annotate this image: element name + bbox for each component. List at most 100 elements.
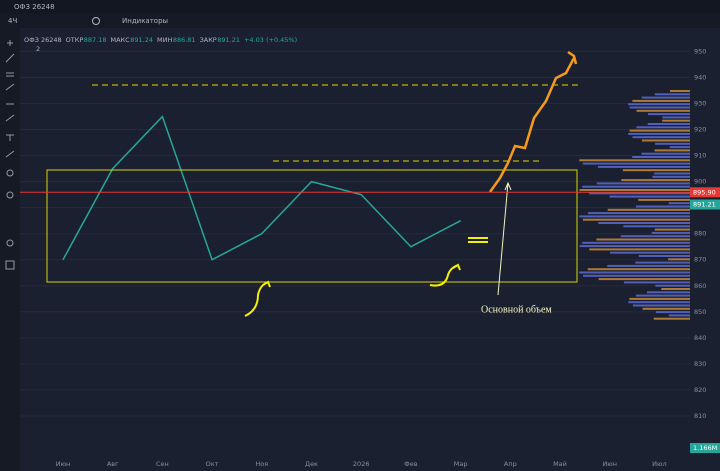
left-toolbar (0, 28, 20, 471)
legend-symbol: ОФЗ 26248 (24, 36, 62, 44)
add-icon[interactable] (92, 17, 100, 25)
y-tick-label: 900 (694, 178, 706, 186)
y-tick-label: 830 (694, 360, 706, 368)
profile-bar (654, 172, 690, 175)
profile-bar (662, 116, 690, 119)
profile-bar (654, 149, 690, 152)
x-tick-label: Май (553, 460, 567, 468)
profile-bar (647, 123, 690, 125)
symbol: ОФЗ 26248 (14, 3, 55, 11)
profile-bar (596, 182, 690, 185)
x-tick-label: Июл (652, 460, 667, 468)
profile-bar (628, 301, 690, 304)
profile-bar (669, 146, 690, 149)
y-tick-label: 920 (694, 126, 706, 134)
profile-bar (652, 175, 690, 178)
last-price-tag (690, 199, 720, 210)
x-tick-label: Июн (602, 460, 617, 468)
profile-bar (582, 241, 690, 244)
profile-bar (587, 212, 690, 215)
legend-low: 886.81 (173, 36, 196, 44)
profile-bar (622, 169, 690, 172)
profile-bar (668, 202, 690, 205)
profile-bar (582, 185, 690, 188)
profile-bar (635, 261, 690, 264)
y-tick-label: 820 (694, 386, 706, 394)
y-tick-label: 850 (694, 308, 706, 316)
volume-tag (690, 443, 720, 453)
profile-bar (579, 271, 690, 274)
x-tick-label: Дек (305, 460, 318, 468)
profile-bar (579, 245, 690, 248)
y-tick-label: 940 (694, 73, 706, 81)
profile-bar (654, 93, 690, 96)
profile-bar (621, 179, 690, 182)
title-bar (0, 0, 720, 14)
x-tick-label: Окт (206, 460, 219, 468)
profile-bar (628, 132, 690, 135)
x-tick-label: Фев (404, 460, 418, 468)
y-tick-label: 870 (694, 256, 706, 264)
indicators-button[interactable]: Индикаторы (122, 17, 168, 25)
profile-bar (632, 304, 690, 307)
y-tick-label: 910 (694, 152, 706, 160)
profile-bar (579, 159, 690, 162)
profile-bar (642, 307, 690, 310)
legend-open-label: ОТКР (66, 36, 84, 44)
profile-bar (635, 294, 690, 297)
x-tick-label: Июн (56, 460, 71, 468)
profile-bar (629, 297, 690, 300)
profile-bar (610, 251, 690, 254)
x-tick-label: 2026 (353, 460, 370, 468)
profile-bar (647, 113, 690, 116)
profile-bar (654, 228, 690, 231)
y-tick-label: 950 (694, 47, 706, 55)
profile-bar (662, 119, 690, 122)
volume-label: 1.166M (693, 444, 717, 452)
price-tag (690, 187, 720, 198)
price-line (62, 115, 461, 261)
profile-bar (635, 205, 690, 208)
profile-bar (589, 192, 690, 195)
profile-bar (597, 165, 690, 168)
legend-open: 887.18 (84, 36, 107, 44)
profile-bar (620, 235, 690, 238)
profile-bar (623, 225, 690, 228)
forecast-arrow (567, 50, 578, 65)
interval[interactable]: 4Ч (8, 17, 17, 25)
y-tick-label: 840 (694, 334, 706, 342)
profile-bar (609, 195, 690, 198)
profile-bar (655, 142, 690, 145)
profile-bar (641, 96, 690, 99)
legend-low-label: МИН (157, 36, 172, 44)
y-tick-label: 930 (694, 100, 706, 108)
profile-bar (583, 274, 690, 277)
profile-bar (582, 218, 690, 221)
profile-bar (632, 156, 690, 158)
toolbar (0, 14, 720, 28)
legend-count: 2 (36, 45, 40, 53)
last-price-label: 891.21 (693, 201, 716, 209)
profile-bar (670, 90, 690, 92)
profile-bar (651, 231, 690, 234)
profile-bar (607, 208, 690, 211)
profile-bar (641, 139, 690, 142)
profile-bar (579, 215, 690, 218)
profile-bar (632, 99, 690, 102)
price-tag-label: 895.90 (693, 188, 716, 196)
legend-change: +4.03 (+0.45%) (244, 36, 297, 44)
annotation: Основной объем (481, 304, 552, 315)
profile-bar (598, 278, 690, 281)
legend-high: 891.24 (130, 36, 153, 44)
profile-bar (653, 317, 690, 320)
profile-bar (587, 268, 690, 271)
profile-bar (655, 311, 690, 314)
tool-icons[interactable] (6, 40, 14, 270)
legend-close: 891.21 (217, 36, 240, 44)
profile-bar (628, 103, 690, 106)
x-tick-label: Апр (504, 460, 517, 468)
range-box (46, 169, 578, 283)
x-tick-label: Сен (156, 460, 169, 468)
